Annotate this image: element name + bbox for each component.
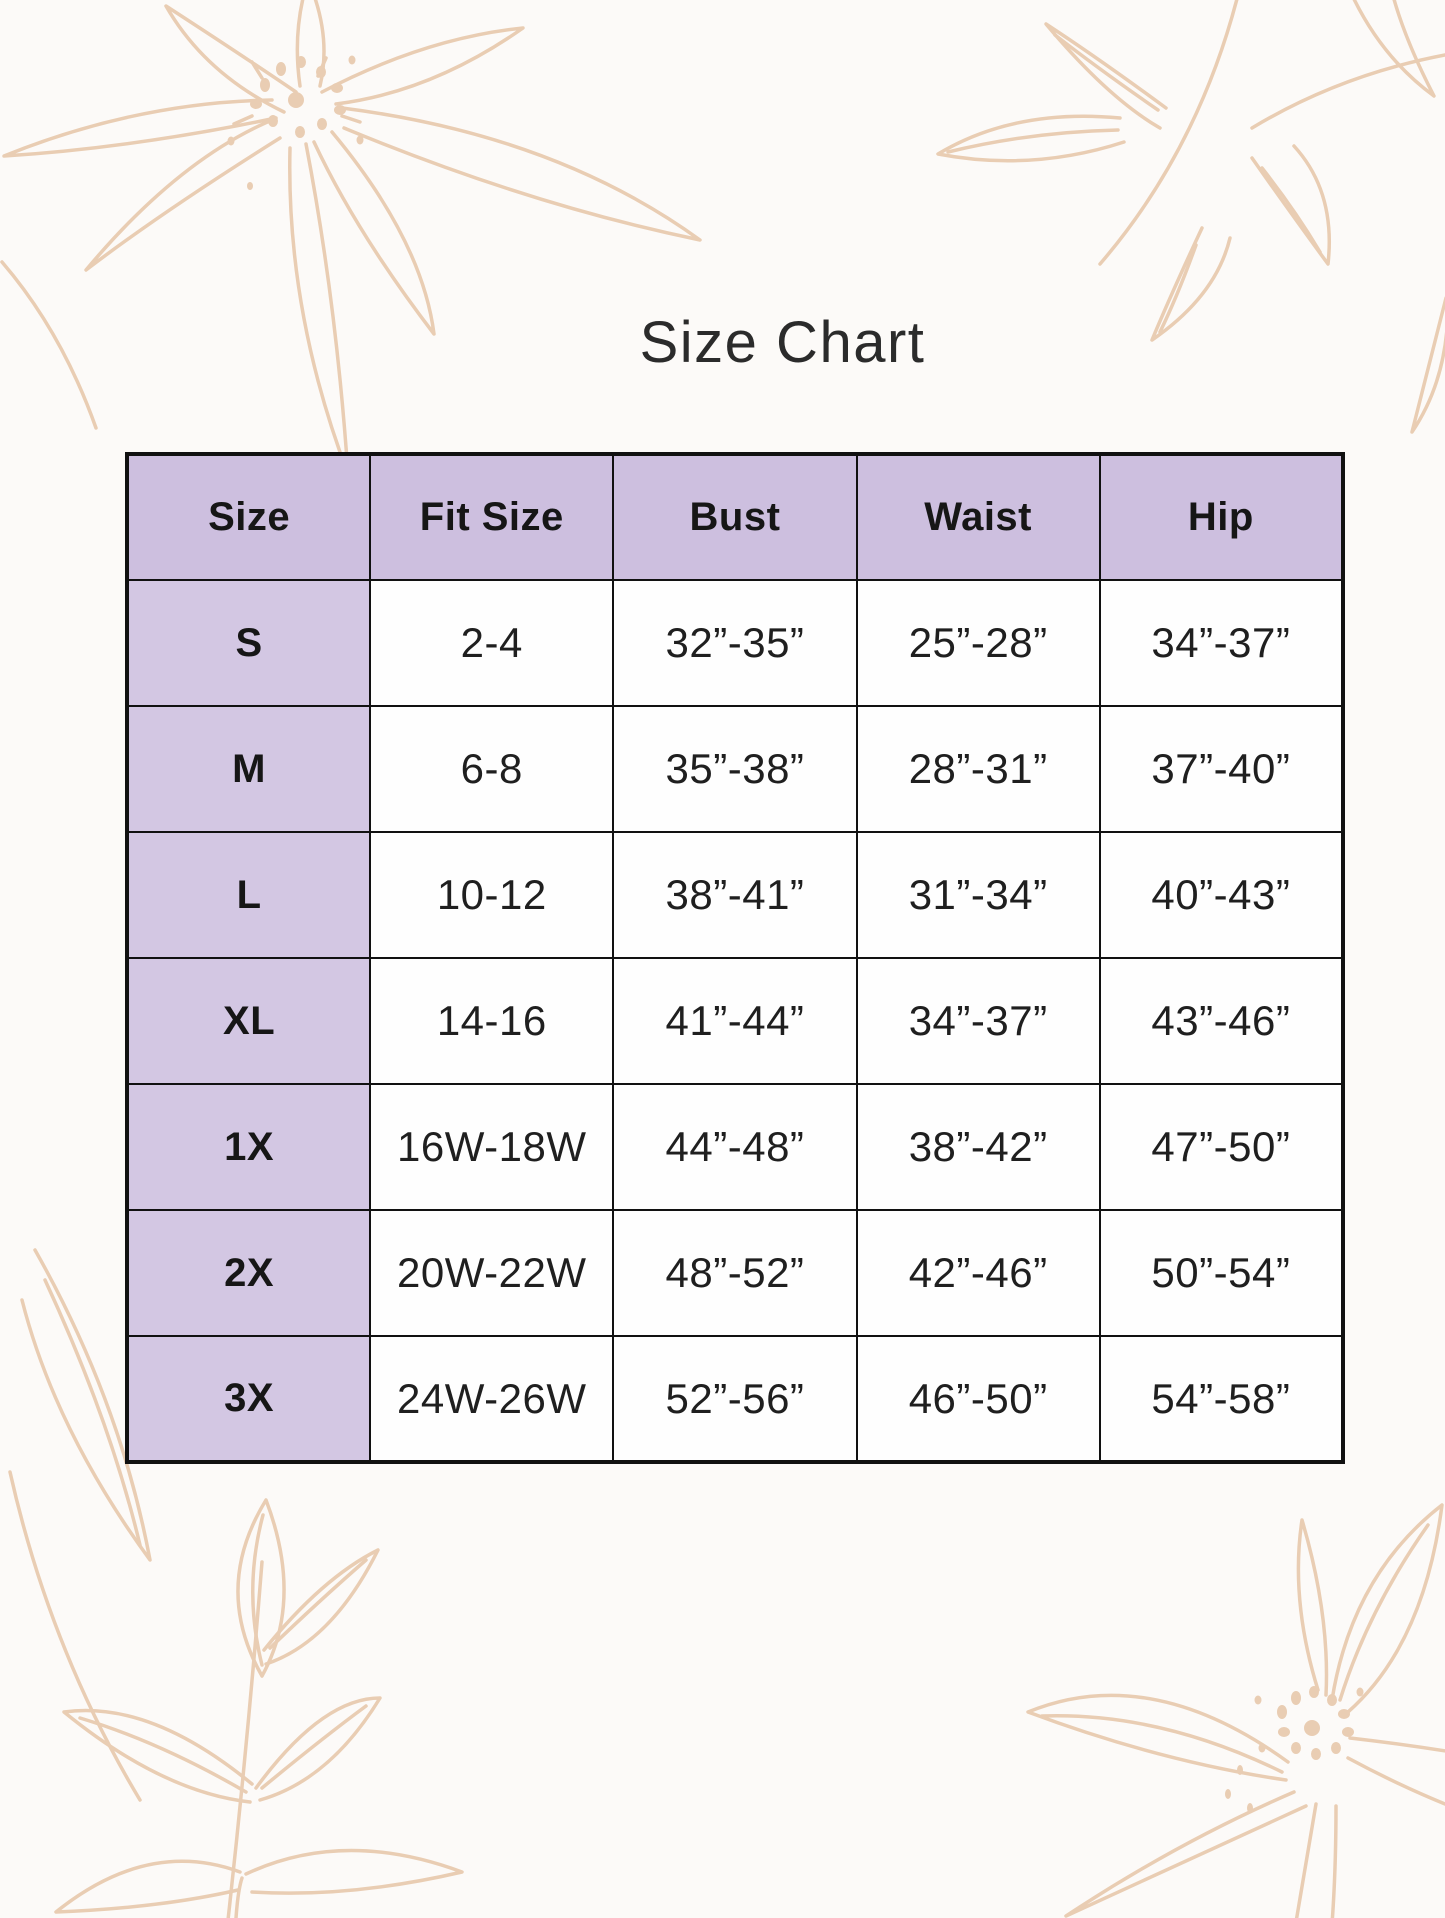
table-header-row: Size Fit Size Bust Waist Hip: [125, 453, 1345, 581]
fit-size-cell: 20W-22W: [369, 1209, 615, 1337]
header-cell-hip: Hip: [1098, 453, 1345, 581]
fit-size-cell: 2-4: [369, 579, 615, 707]
bust-cell: 32”-35”: [612, 579, 858, 707]
waist-cell: 31”-34”: [855, 831, 1101, 959]
bust-cell: 48”-52”: [612, 1209, 858, 1337]
fit-size-cell: 16W-18W: [369, 1083, 615, 1211]
flower-bottom-right-icon: [1026, 1503, 1445, 1918]
header-cell-size: Size: [125, 453, 372, 581]
size-label-cell: S: [125, 579, 372, 707]
fit-size-cell: 24W-26W: [369, 1335, 615, 1463]
size-label-cell: 2X: [125, 1209, 372, 1337]
page-title: Size Chart: [639, 310, 926, 375]
waist-cell: 34”-37”: [855, 957, 1101, 1085]
size-label-cell: 1X: [125, 1083, 372, 1211]
waist-cell: 28”-31”: [855, 705, 1101, 833]
bust-cell: 35”-38”: [612, 705, 858, 833]
flower-top-left-icon: [0, 0, 702, 476]
waist-cell: 42”-46”: [855, 1209, 1101, 1337]
table-row-3x: 3X 24W-26W 52”-56” 46”-50” 54”-58”: [125, 1335, 1345, 1463]
hip-cell: 43”-46”: [1098, 957, 1345, 1085]
bust-cell: 41”-44”: [612, 957, 858, 1085]
hip-cell: 50”-54”: [1098, 1209, 1345, 1337]
waist-cell: 25”-28”: [855, 579, 1101, 707]
table-row-m: M 6-8 35”-38” 28”-31” 37”-40”: [125, 705, 1345, 833]
fit-size-cell: 6-8: [369, 705, 615, 833]
table-row-s: S 2-4 32”-35” 25”-28” 34”-37”: [125, 579, 1345, 707]
table-row-l: L 10-12 38”-41” 31”-34” 40”-43”: [125, 831, 1345, 959]
hip-cell: 54”-58”: [1098, 1335, 1345, 1463]
bust-cell: 38”-41”: [612, 831, 858, 959]
size-label-cell: M: [125, 705, 372, 833]
bust-cell: 52”-56”: [612, 1335, 858, 1463]
header-cell-waist: Waist: [855, 453, 1101, 581]
table-row-1x: 1X 16W-18W 44”-48” 38”-42” 47”-50”: [125, 1083, 1345, 1211]
hip-cell: 40”-43”: [1098, 831, 1345, 959]
size-label-cell: L: [125, 831, 372, 959]
bust-cell: 44”-48”: [612, 1083, 858, 1211]
hip-cell: 37”-40”: [1098, 705, 1345, 833]
header-cell-bust: Bust: [612, 453, 858, 581]
size-chart-table: Size Fit Size Bust Waist Hip S 2-4 32”-3…: [125, 452, 1345, 1464]
size-label-cell: 3X: [125, 1335, 372, 1463]
size-label-cell: XL: [125, 957, 372, 1085]
header-cell-fit-size: Fit Size: [369, 453, 615, 581]
table-row-2x: 2X 20W-22W 48”-52” 42”-46” 50”-54”: [125, 1209, 1345, 1337]
waist-cell: 46”-50”: [855, 1335, 1101, 1463]
hip-cell: 47”-50”: [1098, 1083, 1345, 1211]
fit-size-cell: 14-16: [369, 957, 615, 1085]
fit-size-cell: 10-12: [369, 831, 615, 959]
waist-cell: 38”-42”: [855, 1083, 1101, 1211]
table-row-xl: XL 14-16 41”-44” 34”-37” 43”-46”: [125, 957, 1345, 1085]
hip-cell: 34”-37”: [1098, 579, 1345, 707]
